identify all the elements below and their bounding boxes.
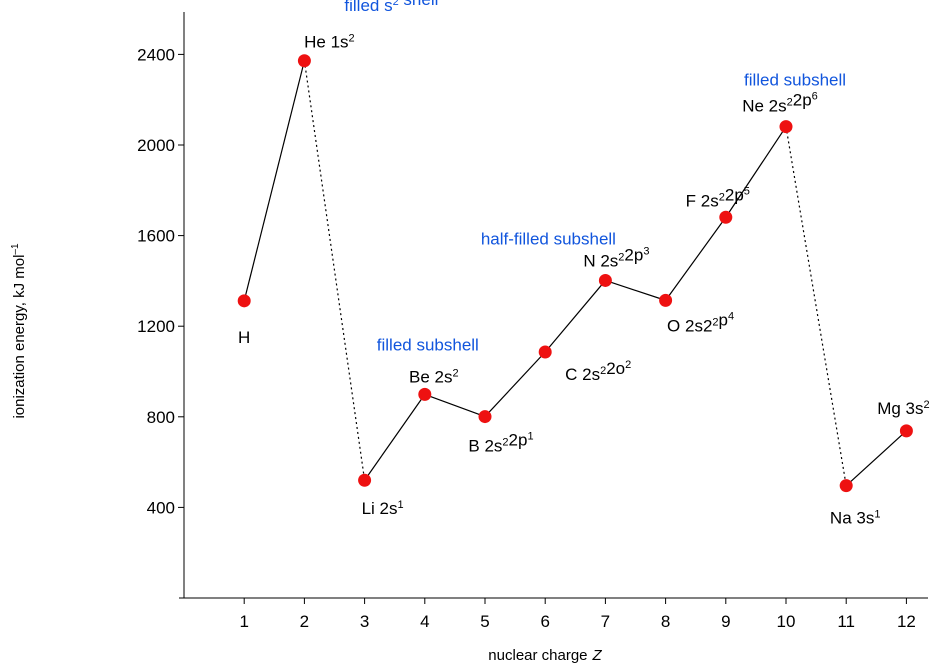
data-point: [538, 345, 552, 359]
x-tick-label: 2: [300, 612, 309, 631]
point-label: N 2s22p3: [583, 245, 649, 270]
point-label: C 2s22o2: [565, 359, 631, 384]
line-segment: [424, 393, 486, 418]
y-tick-label: 400: [147, 498, 175, 517]
point-label: F 2s22p5: [686, 185, 750, 210]
line-segment: [725, 126, 787, 218]
data-point: [659, 293, 673, 307]
point-label: He 1s2: [304, 33, 355, 52]
line-segment: [544, 280, 606, 353]
point-label: O 2s22p4: [667, 310, 734, 335]
annotations: filled s2 shell filled subshell half-fille…: [344, 0, 846, 354]
y-tick-label: 1200: [137, 317, 175, 336]
x-tick-label: 12: [897, 612, 916, 631]
annotation-label: filled subshell: [744, 71, 846, 90]
x-tick-label: 11: [837, 612, 855, 631]
dotted-segment: [303, 60, 366, 481]
data-point: [237, 294, 251, 308]
data-point: [779, 120, 793, 134]
dotted-segment: [785, 126, 847, 486]
connecting-lines: [243, 60, 907, 487]
line-segment: [484, 351, 546, 417]
x-tick-label: 9: [721, 612, 730, 631]
point-labels: H He 1s2 Li 2s1 Be 2s2 B 2s22p1 C 2s22o2 N 2s2…: [238, 33, 930, 528]
data-points: [237, 54, 913, 493]
point-label: Na 3s1: [830, 509, 881, 528]
line-segment: [364, 394, 426, 481]
line-segment: [665, 216, 727, 301]
point-label: Li 2s1: [362, 499, 404, 518]
y-tick-label: 2000: [137, 136, 175, 155]
data-point: [297, 54, 311, 68]
line-segment: [605, 279, 666, 301]
data-point: [839, 479, 853, 493]
data-point: [719, 210, 733, 224]
annotation-label: filled subshell: [377, 335, 479, 354]
y-tick-label: 800: [147, 408, 175, 427]
data-point: [478, 410, 492, 424]
x-axis-title: nuclear charge Z: [488, 647, 602, 664]
line-segment: [845, 430, 907, 487]
x-tick-label: 10: [777, 612, 796, 631]
x-tick-label: 1: [239, 612, 248, 631]
y-tick-label: 1600: [137, 227, 175, 246]
point-label: B 2s22p1: [468, 431, 533, 456]
y-axis-title: ionization energy, kJ mol–1: [10, 243, 28, 419]
x-tick-label: 7: [601, 612, 610, 631]
y-tick-label: 2400: [137, 45, 175, 64]
point-label: Mg 3s2: [877, 399, 929, 418]
point-label: H: [238, 328, 250, 347]
axes: [183, 12, 928, 599]
x-tick-label: 4: [420, 612, 429, 631]
annotation-label: half-filled subshell: [481, 229, 616, 248]
x-tick-label: 3: [360, 612, 369, 631]
annotation-label: filled s2 shell: [344, 0, 438, 15]
data-point: [418, 387, 432, 401]
x-tick-label: 8: [661, 612, 670, 631]
point-label: Be 2s2: [409, 367, 459, 386]
x-tick-label: 5: [480, 612, 489, 631]
x-tick-label: 6: [540, 612, 549, 631]
data-point: [899, 424, 913, 438]
data-point: [598, 273, 612, 287]
point-label: Ne 2s22p6: [742, 91, 818, 116]
line-segment: [243, 60, 305, 301]
data-point: [358, 473, 372, 487]
